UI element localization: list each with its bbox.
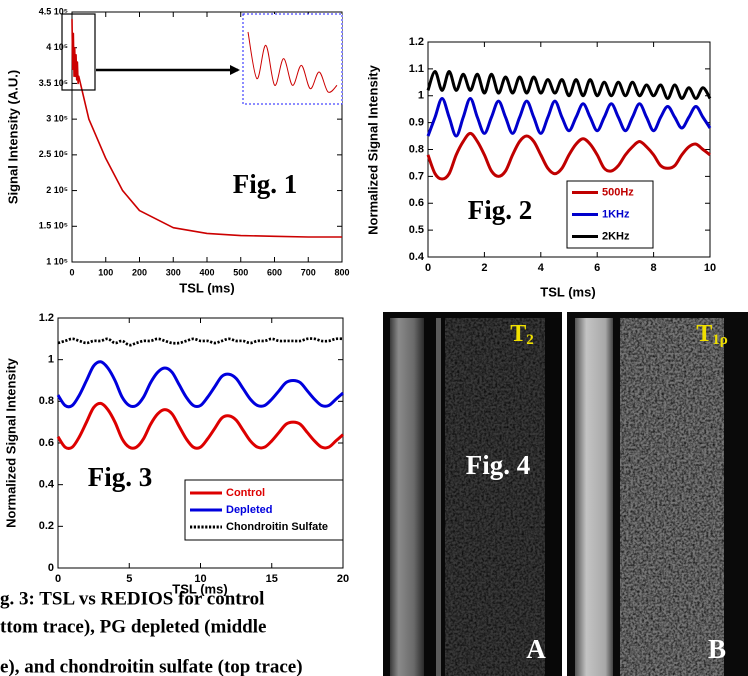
x-tick-label: 20 — [337, 573, 349, 585]
caption-line: ttom trace), PG depleted (middle — [0, 616, 266, 637]
series-line — [56, 401, 344, 450]
figure-label: Fig. 1 — [233, 169, 298, 199]
caption-line: g. 3: TSL vs REDIOS for control — [0, 588, 264, 609]
y-tick-label: 1.5 10⁵ — [39, 221, 68, 231]
y-tick-label: 4.5 10⁵ — [39, 6, 68, 16]
y-tick-label: 4 10⁵ — [46, 42, 68, 52]
inset-frame — [242, 13, 343, 105]
image-region — [436, 318, 441, 676]
x-tick-label: 200 — [132, 267, 147, 277]
x-axis-title: TSL (ms) — [179, 280, 234, 295]
image-region — [390, 318, 424, 676]
legend-label: Chondroitin Sulfate — [226, 521, 328, 533]
y-tick-label: 0.7 — [409, 170, 424, 182]
caption: g. 3: TSL vs REDIOS for control ttom tra… — [0, 588, 303, 676]
x-tick-label: 0 — [425, 262, 431, 274]
x-axis-title: TSL (ms) — [540, 284, 595, 299]
image-texture — [445, 318, 545, 676]
caption-line: e), and chondroitin sulfate (top trace) — [0, 656, 303, 676]
y-tick-label: 1 — [418, 90, 424, 102]
legend-label: Depleted — [226, 504, 272, 516]
panel-label: T1ρ — [696, 321, 728, 349]
y-axis-title: Signal Intensity (A.U.) — [5, 70, 20, 204]
panel-symbol: T — [510, 321, 526, 347]
series-line — [426, 96, 712, 138]
y-tick-label: 0.9 — [409, 117, 424, 129]
figure-4: T2 T1ρ Fig. 4 A B — [383, 312, 748, 676]
x-tick-label: 4 — [538, 262, 545, 274]
zoom-box — [61, 13, 96, 91]
x-tick-label: 10 — [704, 262, 716, 274]
y-axis-title: Normalized Signal Intensity — [3, 357, 18, 528]
x-tick-label: 300 — [166, 267, 181, 277]
panel-letter: A — [526, 634, 546, 664]
x-tick-label: 700 — [301, 267, 316, 277]
y-tick-label: 2.5 10⁵ — [39, 149, 68, 159]
x-tick-label: 100 — [98, 267, 113, 277]
x-tick-label: 600 — [267, 267, 282, 277]
legend-label: Control — [226, 487, 265, 499]
series-line — [57, 337, 344, 347]
x-tick-label: 8 — [651, 262, 657, 274]
y-tick-label: 0.4 — [39, 479, 55, 491]
series-line — [71, 19, 342, 238]
image-texture — [620, 318, 724, 676]
y-tick-label: 3 10⁵ — [46, 114, 68, 124]
y-axis-title: Normalized Signal Intensity — [365, 64, 380, 235]
chart: 0 2 4 6 8 10 0.4 0.5 0.6 0.7 0.8 0.9 1 1.1 1.2 TSL (ms)… — [365, 36, 716, 300]
legend-label: 1KHz — [602, 208, 630, 220]
y-tick-label: 0.8 — [409, 143, 424, 155]
x-axis-title: TSL (ms) — [172, 581, 227, 596]
y-tick-label: 0.8 — [39, 395, 54, 407]
chart: 0 5 10 15 20 0 0.2 0.4 0.6 0.8 1 1.2 TSL (ms) Normali… — [3, 312, 349, 597]
x-tick-label: 800 — [334, 267, 349, 277]
y-tick-label: 1.1 — [409, 63, 424, 75]
y-tick-label: 0 — [48, 562, 54, 574]
panel-subscript: 1ρ — [712, 332, 728, 348]
y-tick-label: 0.5 — [409, 224, 424, 236]
figure-label: Fig. 2 — [468, 195, 533, 225]
series-line — [426, 131, 711, 181]
legend-label: 2KHz — [602, 230, 630, 242]
y-tick-label: 1.2 — [39, 312, 54, 324]
x-tick-label: 10 — [194, 573, 206, 585]
y-tick-label: 0.2 — [39, 520, 54, 532]
panel-letter: B — [708, 634, 726, 664]
panel-subscript: 2 — [526, 332, 534, 348]
x-tick-label: 400 — [199, 267, 214, 277]
figure-label: Fig. 3 — [88, 462, 153, 492]
series-line — [56, 360, 344, 409]
image-region — [575, 318, 613, 676]
chart: 0 100 200 300 400 500 600 700 800 1 10⁵ 1.5 10⁵ 2 1… — [5, 6, 349, 295]
y-tick-label: 0.4 — [409, 251, 425, 263]
series-line — [426, 70, 712, 100]
x-tick-label: 500 — [233, 267, 248, 277]
legend-label: 500Hz — [602, 186, 634, 198]
y-tick-label: 1 — [48, 354, 54, 366]
x-tick-label: 0 — [69, 267, 74, 277]
x-tick-label: 2 — [481, 262, 487, 274]
y-tick-label: 1 10⁵ — [46, 256, 68, 266]
panel-symbol: T — [696, 321, 712, 347]
y-tick-label: 0.6 — [39, 437, 54, 449]
y-tick-label: 2 10⁵ — [46, 185, 68, 195]
panel-label: T2 — [510, 321, 534, 349]
x-tick-label: 15 — [266, 573, 278, 585]
inset-line — [247, 31, 338, 93]
y-tick-label: 3.5 10⁵ — [39, 78, 68, 88]
x-tick-label: 6 — [594, 262, 600, 274]
figure-title: Fig. 4 — [466, 450, 531, 480]
y-tick-label: 0.6 — [409, 197, 424, 209]
y-tick-label: 1.2 — [409, 36, 424, 48]
x-tick-label: 0 — [55, 573, 61, 585]
x-tick-label: 5 — [126, 573, 132, 585]
